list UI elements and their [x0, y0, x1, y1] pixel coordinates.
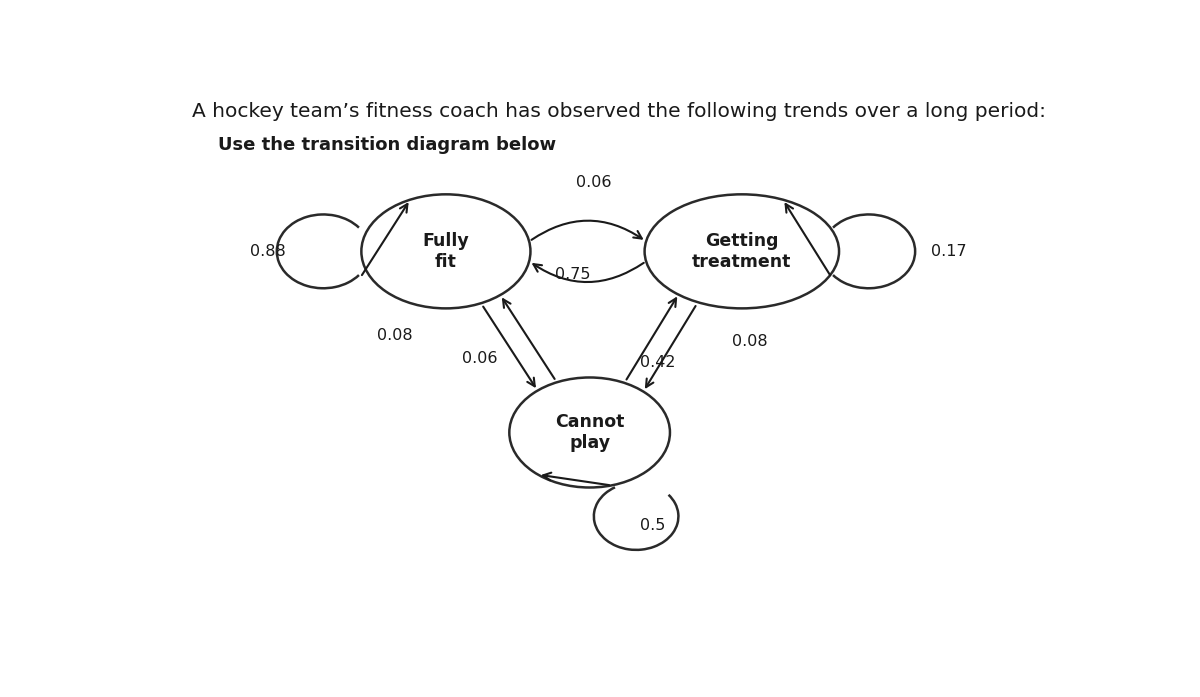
Text: 0.17: 0.17	[931, 244, 967, 259]
Text: 0.88: 0.88	[251, 244, 287, 259]
Text: 0.06: 0.06	[576, 176, 612, 190]
Text: A hockey team’s fitness coach has observed the following trends over a long peri: A hockey team’s fitness coach has observ…	[192, 102, 1046, 121]
Text: Getting
treatment: Getting treatment	[692, 232, 792, 270]
Text: 0.5: 0.5	[641, 518, 666, 533]
Text: Fully
fit: Fully fit	[422, 232, 469, 270]
Text: Cannot
play: Cannot play	[554, 413, 624, 452]
Text: 0.08: 0.08	[377, 328, 413, 343]
Text: 0.06: 0.06	[462, 351, 498, 366]
Text: Use the transition diagram below: Use the transition diagram below	[217, 136, 556, 154]
Text: 0.08: 0.08	[732, 335, 768, 349]
Text: 0.75: 0.75	[554, 268, 590, 282]
Text: 0.42: 0.42	[640, 355, 676, 369]
